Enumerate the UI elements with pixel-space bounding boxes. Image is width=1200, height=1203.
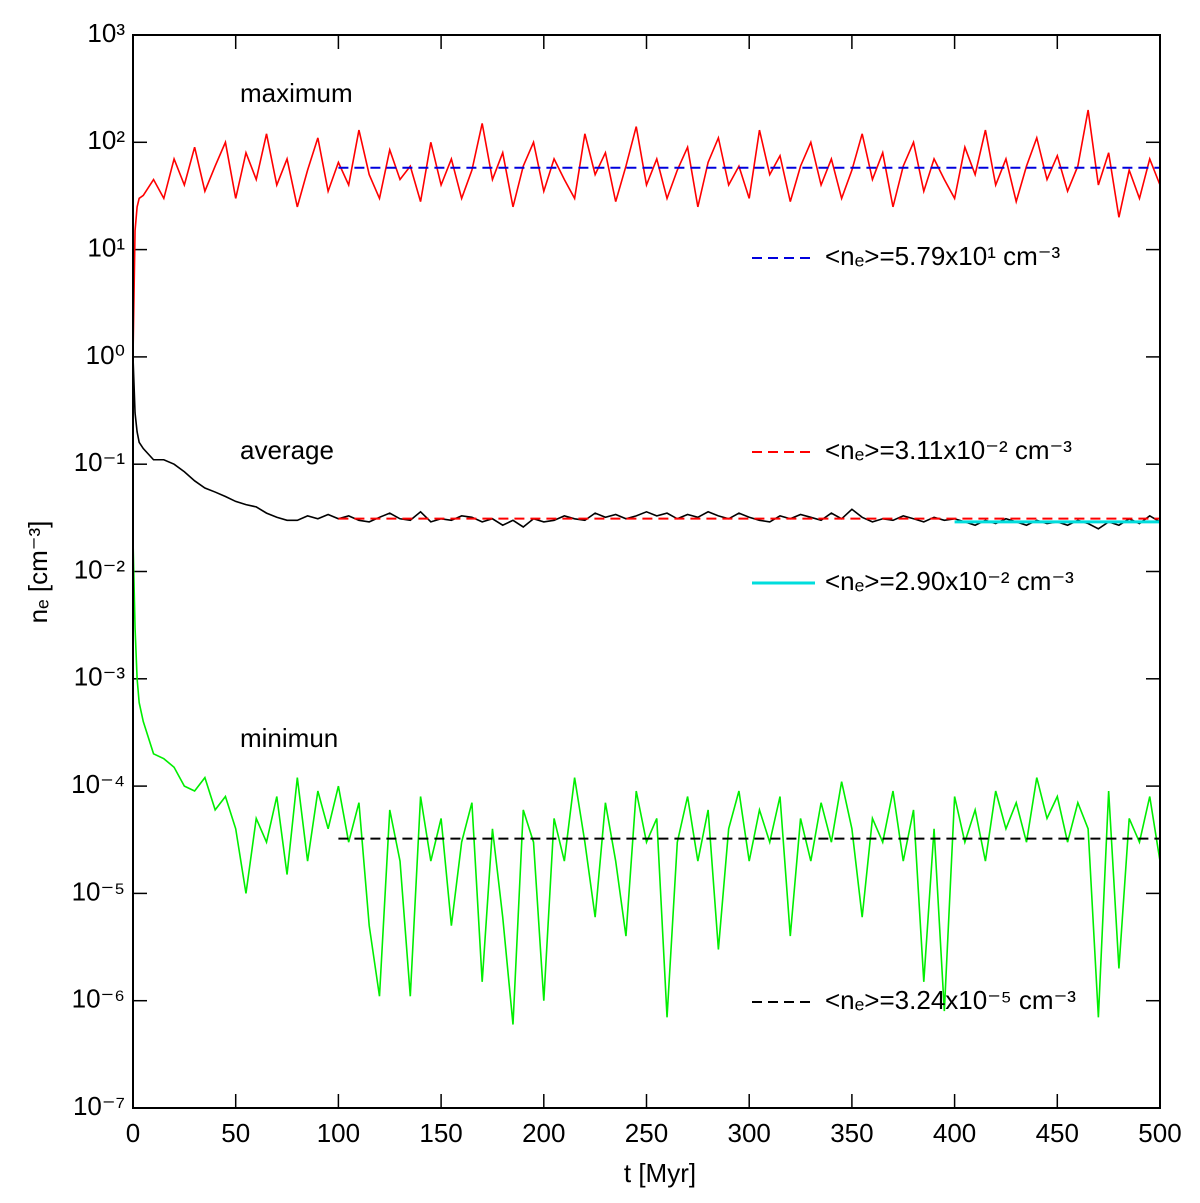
y-tick-label: 10³ [87, 18, 125, 48]
x-tick-label: 200 [522, 1118, 565, 1148]
annotation: average [240, 435, 334, 465]
annotation: maximum [240, 78, 353, 108]
annotation: minimun [240, 723, 338, 753]
x-tick-label: 450 [1036, 1118, 1079, 1148]
y-tick-label: 10⁻⁶ [72, 984, 125, 1014]
x-tick-label: 400 [933, 1118, 976, 1148]
y-tick-label: 10⁻⁵ [72, 876, 125, 906]
x-tick-label: 50 [221, 1118, 250, 1148]
x-tick-label: 300 [728, 1118, 771, 1148]
y-tick-label: 10⁻¹ [74, 447, 126, 477]
x-tick-label: 150 [419, 1118, 462, 1148]
y-tick-label: 10² [87, 125, 125, 155]
x-tick-label: 350 [830, 1118, 873, 1148]
x-tick-label: 500 [1138, 1118, 1181, 1148]
y-tick-label: 10⁻³ [74, 662, 126, 692]
series-line [132, 539, 1161, 1025]
x-axis-label: t [Myr] [624, 1158, 696, 1188]
y-tick-label: 10⁻² [74, 554, 126, 584]
legend-label: <nₑ>=2.90x10⁻² cm⁻³ [825, 566, 1074, 596]
x-tick-label: 0 [126, 1118, 140, 1148]
legend-label: <nₑ>=5.79x10¹ cm⁻³ [825, 241, 1060, 271]
legend-label: <nₑ>=3.24x10⁻⁵ cm⁻³ [825, 985, 1076, 1015]
x-tick-label: 100 [317, 1118, 360, 1148]
legend-label: <nₑ>=3.11x10⁻² cm⁻³ [825, 435, 1072, 465]
y-tick-label: 10⁻⁴ [71, 769, 125, 799]
x-tick-label: 250 [625, 1118, 668, 1148]
y-tick-label: 10⁰ [86, 340, 125, 370]
plot-frame [132, 34, 1161, 1109]
y-axis-label: nₑ [cm⁻³] [23, 521, 53, 624]
series-line [132, 109, 1161, 357]
y-tick-label: 10¹ [87, 232, 125, 262]
y-tick-label: 10⁻⁷ [73, 1091, 125, 1121]
